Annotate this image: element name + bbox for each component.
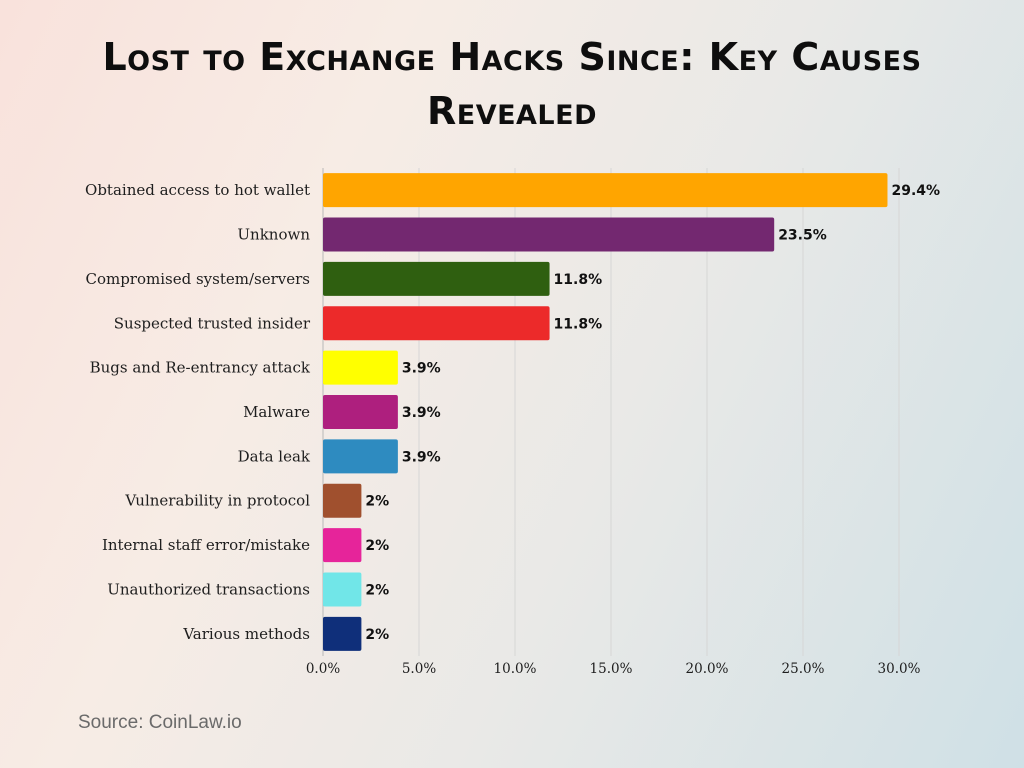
chart-title: Lost to Exchange Hacks Since: Key Causes… xyxy=(0,30,1024,138)
category-label: Various methods xyxy=(182,625,310,643)
bar xyxy=(323,173,888,208)
bar xyxy=(323,350,398,385)
x-tick-label: 20.0% xyxy=(686,661,729,677)
category-label: Obtained access to hot wallet xyxy=(85,181,310,199)
x-tick-label: 15.0% xyxy=(590,661,633,677)
value-label: 3.9% xyxy=(402,405,441,421)
value-label: 2% xyxy=(365,494,389,510)
bar xyxy=(323,217,775,252)
bar xyxy=(323,483,362,518)
source-note: Source: CoinLaw.io xyxy=(78,712,242,733)
category-label: Data leak xyxy=(238,447,311,465)
bar xyxy=(323,572,362,607)
value-label: 2% xyxy=(365,582,389,598)
bars xyxy=(323,173,888,651)
value-label: 3.9% xyxy=(402,361,441,377)
chart-title-line-2: Revealed xyxy=(426,89,597,133)
value-label: 2% xyxy=(365,627,389,643)
value-label: 11.8% xyxy=(554,316,603,332)
value-label: 23.5% xyxy=(778,228,827,244)
bar xyxy=(323,306,550,341)
value-label: 29.4% xyxy=(891,183,940,199)
category-labels: Obtained access to hot wallet Unknown Comp… xyxy=(85,181,311,643)
bar xyxy=(323,261,550,296)
category-label: Unknown xyxy=(237,226,310,244)
x-tick-label: 0.0% xyxy=(306,661,340,677)
x-tick-label: 10.0% xyxy=(494,661,537,677)
x-axis-tick-labels: 0.0% 5.0% 10.0% 15.0% 20.0% 25.0% 30.0% xyxy=(306,661,921,677)
category-label: Malware xyxy=(243,403,310,421)
bar xyxy=(323,528,362,563)
value-label: 2% xyxy=(365,538,389,554)
category-label: Unauthorized transactions xyxy=(107,580,310,598)
value-labels: 29.4% 23.5% 11.8% 11.8% 3.9% 3.9% 3.9% 2% 2% 2% 2% xyxy=(365,183,940,643)
category-label: Bugs and Re-entrancy attack xyxy=(90,359,311,377)
category-label: Suspected trusted insider xyxy=(114,314,311,332)
value-label: 3.9% xyxy=(402,449,441,465)
bar xyxy=(323,616,362,651)
category-label: Internal staff error/mistake xyxy=(102,536,310,554)
x-tick-label: 5.0% xyxy=(402,661,436,677)
x-tick-label: 30.0% xyxy=(878,661,921,677)
category-label: Compromised system/servers xyxy=(85,270,310,288)
chart-title-line-1: Lost to Exchange Hacks Since: Key Causes xyxy=(102,35,922,79)
category-label: Vulnerability in protocol xyxy=(124,492,310,510)
value-label: 11.8% xyxy=(554,272,603,288)
bar xyxy=(323,395,398,429)
x-tick-label: 25.0% xyxy=(782,661,825,677)
bar xyxy=(323,439,398,474)
